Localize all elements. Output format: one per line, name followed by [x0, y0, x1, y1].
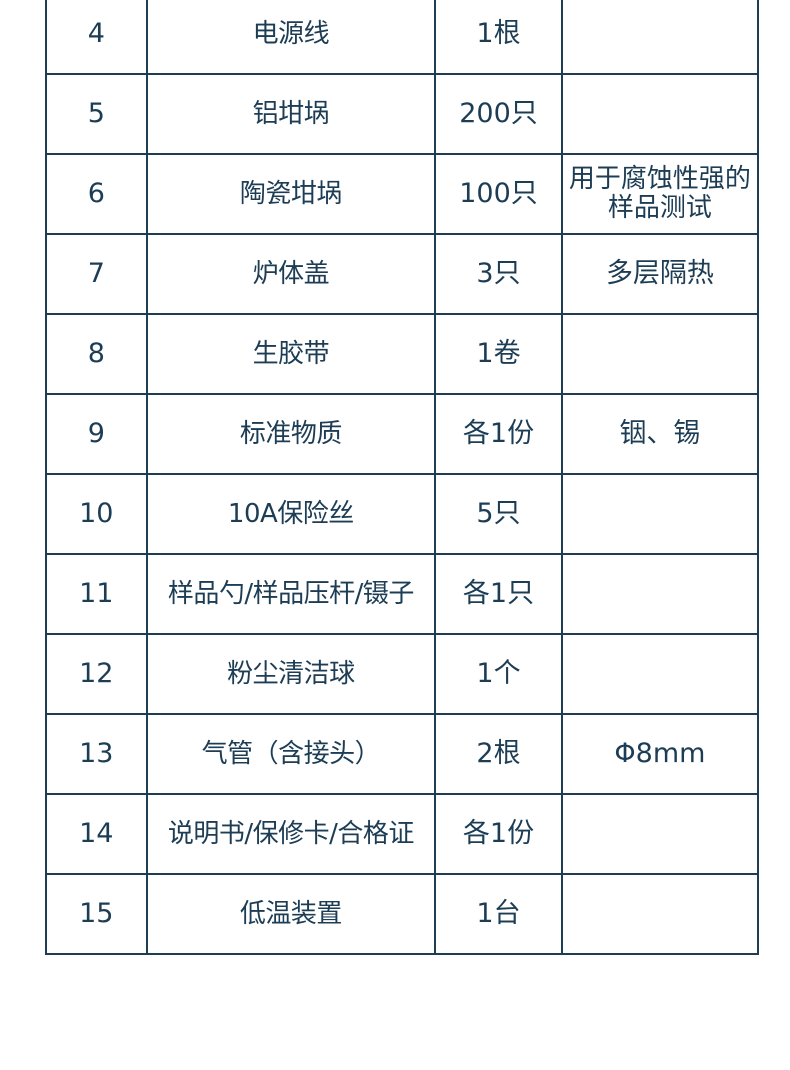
table-row: 7 炉体盖 3只 多层隔热 [45, 233, 760, 315]
remark-cell [560, 0, 760, 75]
quantity-cell: 1卷 [434, 313, 563, 395]
table-row: 9 标准物质 各1份 铟、锡 [45, 393, 760, 475]
remark-cell: 铟、锡 [560, 393, 760, 475]
table-row: 15 低温装置 1台 [45, 873, 760, 955]
remark-cell: 多层隔热 [560, 233, 760, 315]
item-name-cell: 10A保险丝 [145, 473, 437, 555]
item-name-cell: 陶瓷坩埚 [145, 153, 437, 235]
quantity-cell: 3只 [434, 233, 563, 315]
quantity-cell: 100只 [434, 153, 563, 235]
item-number-cell: 12 [45, 633, 148, 715]
remark-cell [560, 873, 760, 955]
quantity-cell: 5只 [434, 473, 563, 555]
quantity-cell: 2根 [434, 713, 563, 795]
item-number-cell: 13 [45, 713, 148, 795]
remark-cell: Φ8mm [560, 713, 760, 795]
quantity-cell: 1根 [434, 0, 563, 75]
quantity-cell: 1台 [434, 873, 563, 955]
table-row: 10 10A保险丝 5只 [45, 473, 760, 555]
item-number-cell: 9 [45, 393, 148, 475]
remark-cell [560, 313, 760, 395]
item-number-cell: 8 [45, 313, 148, 395]
item-number-cell: 5 [45, 73, 148, 155]
quantity-cell: 1个 [434, 633, 563, 715]
item-number-cell: 6 [45, 153, 148, 235]
item-number-cell: 4 [45, 0, 148, 75]
item-number-cell: 7 [45, 233, 148, 315]
quantity-cell: 200只 [434, 73, 563, 155]
item-name-cell: 样品勺/样品压杆/镊子 [145, 553, 437, 635]
table-row: 4 电源线 1根 [45, 0, 760, 75]
remark-cell [560, 633, 760, 715]
item-name-cell: 粉尘清洁球 [145, 633, 437, 715]
item-name-cell: 低温装置 [145, 873, 437, 955]
table-row: 13 气管（含接头） 2根 Φ8mm [45, 713, 760, 795]
table-row: 5 铝坩埚 200只 [45, 73, 760, 155]
item-number-cell: 14 [45, 793, 148, 875]
quantity-cell: 各1只 [434, 553, 563, 635]
item-number-cell: 15 [45, 873, 148, 955]
table-row: 6 陶瓷坩埚 100只 用于腐蚀性强的样品测试 [45, 153, 760, 235]
remark-cell [560, 73, 760, 155]
table-row: 8 生胶带 1卷 [45, 313, 760, 395]
table-row: 14 说明书/保修卡/合格证 各1份 [45, 793, 760, 875]
remark-cell [560, 473, 760, 555]
quantity-cell: 各1份 [434, 793, 563, 875]
item-name-cell: 铝坩埚 [145, 73, 437, 155]
table-row: 11 样品勺/样品压杆/镊子 各1只 [45, 553, 760, 635]
item-name-cell: 气管（含接头） [145, 713, 437, 795]
item-number-cell: 10 [45, 473, 148, 555]
item-number-cell: 11 [45, 553, 148, 635]
accessory-list-table: 4 电源线 1根 5 铝坩埚 200只 6 陶瓷坩埚 100只 用于腐蚀性强的样品测试 7 炉体盖 3只… [45, 0, 760, 955]
item-name-cell: 生胶带 [145, 313, 437, 395]
quantity-cell: 各1份 [434, 393, 563, 475]
item-name-cell: 标准物质 [145, 393, 437, 475]
remark-cell [560, 553, 760, 635]
item-name-cell: 电源线 [145, 0, 437, 75]
item-name-cell: 说明书/保修卡/合格证 [145, 793, 437, 875]
table-row: 12 粉尘清洁球 1个 [45, 633, 760, 715]
item-name-cell: 炉体盖 [145, 233, 437, 315]
remark-cell: 用于腐蚀性强的样品测试 [560, 153, 760, 235]
remark-cell [560, 793, 760, 875]
